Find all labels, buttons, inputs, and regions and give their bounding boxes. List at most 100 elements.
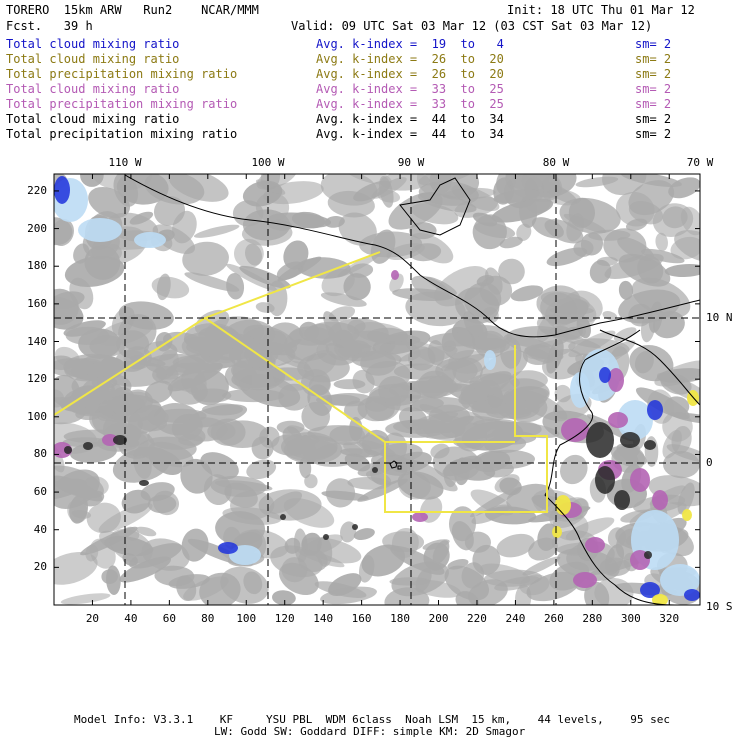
cloud-patch [410, 232, 454, 264]
cloud-patch [484, 395, 527, 411]
x-tick-label: 140 [313, 612, 334, 625]
convective-core [620, 432, 640, 448]
cloud-patch [83, 476, 109, 496]
cloud-patch [483, 461, 514, 478]
cloud-patch [522, 344, 554, 365]
cloud-patch [677, 482, 695, 515]
latitude-label: 10 S [706, 600, 733, 613]
cloud-patch [343, 174, 392, 185]
x-tick-label: 180 [390, 612, 410, 625]
x-tick-label: 260 [543, 612, 564, 625]
legend-k-index: Avg. k-index = 26 to 20 [316, 67, 504, 81]
x-tick-label: 80 [201, 612, 215, 625]
cloud-patch [320, 586, 377, 605]
cloud-patch [278, 383, 311, 411]
cloud-patch [255, 179, 286, 195]
cloud-patch [88, 186, 131, 219]
cloud-patch [210, 475, 267, 498]
cloud-patch [357, 478, 409, 502]
cloud-patch [618, 253, 671, 287]
cloud-patch [298, 548, 328, 572]
cloud-patch [435, 358, 478, 383]
longitude-label: 90 W [397, 156, 425, 169]
legend-k-index: Avg. k-index = 44 to 34 [316, 112, 504, 126]
cloud-patch [493, 189, 540, 204]
legend-k-index: Avg. k-index = 19 to 4 [316, 37, 504, 51]
cloud-blue-patch [647, 400, 663, 420]
cloud-patch [516, 223, 532, 241]
cloud-patch [333, 379, 366, 390]
valid-time: Valid: 09 UTC Sat 03 Mar 12 (03 CST Sat … [291, 19, 653, 33]
cloud-patch [602, 174, 647, 196]
latitude-label: 0 [706, 456, 713, 469]
legend-field-name: Total precipitation mixing ratio [6, 127, 238, 141]
cloud-patch [389, 380, 446, 399]
cloud-patch [641, 248, 685, 264]
cloud-patch [596, 256, 618, 267]
cloud-patch [434, 266, 489, 307]
convective-core [586, 422, 614, 458]
cloud-patch [551, 530, 598, 556]
y-tick-label: 40 [33, 522, 47, 536]
cloud-patch [353, 528, 375, 541]
cloud-patch [522, 556, 561, 576]
cloud-purple-patch [573, 572, 597, 588]
legend-field-name: Total cloud mixing ratio [6, 37, 180, 51]
convective-core [352, 524, 358, 530]
cloud-patch [156, 273, 171, 301]
cloud-patch [255, 302, 275, 313]
cloud-patch [655, 232, 668, 252]
legend-field-name: Total cloud mixing ratio [6, 52, 180, 66]
coastline [544, 329, 676, 605]
cloud-patch [234, 238, 264, 269]
cloud-patch [560, 454, 588, 485]
cloud-patch [554, 384, 572, 403]
coastline [124, 174, 700, 338]
x-tick-label: 60 [162, 612, 176, 625]
cloud-patch [80, 174, 104, 187]
cloud-patch [588, 229, 631, 241]
cloud-patch [344, 453, 371, 472]
x-tick-label: 20 [85, 612, 100, 625]
cloud-yellow-patch [652, 594, 668, 605]
header-title: TORERO 15km ARW Run2 NCAR/MMM [6, 3, 259, 17]
cloud-patch [418, 174, 475, 186]
cloud-purple-patch [585, 537, 605, 553]
cloud-patch [389, 577, 430, 586]
legend-row: Total cloud mixing ratio Avg. k-index = 2… [6, 52, 726, 67]
cloud-patch [662, 411, 693, 442]
y-tick-label: 120 [27, 372, 47, 386]
legend-row: Total cloud mixing ratio Avg. k-index = 4… [6, 112, 726, 127]
cloud-patch [505, 174, 551, 190]
convective-core [644, 551, 652, 559]
cloud-patch [404, 459, 458, 492]
cloud-patch [193, 388, 232, 403]
cloud-patch [338, 212, 377, 246]
legend-smoothing: sm= 2 [635, 67, 672, 81]
cloud-patch [153, 196, 186, 226]
cloud-patch [121, 489, 151, 514]
longitude-label: 70 W [686, 156, 714, 169]
forecast-hour: Fcst. 39 h [6, 19, 93, 33]
legend-row: Total cloud mixing ratio Avg. k-index = 1… [6, 37, 726, 52]
coastline [399, 177, 471, 236]
cloud-patch [361, 544, 406, 577]
convective-core [595, 466, 615, 494]
cloud-yellow-patch [682, 509, 692, 521]
cloud-purple-patch [608, 412, 628, 428]
legend-k-index: Avg. k-index = 44 to 34 [316, 127, 504, 141]
cloud-patch [251, 436, 274, 460]
cloud-light-blue-patch [78, 218, 122, 242]
cloud-patch [473, 418, 518, 430]
cloud-patch [184, 272, 240, 292]
cloud-patch [510, 285, 544, 302]
y-tick-label: 200 [27, 221, 47, 235]
x-tick-label: 300 [620, 612, 641, 625]
cloud-patch [360, 350, 397, 376]
plot-frame [53, 173, 701, 606]
cloud-patch [370, 229, 396, 264]
cloud-patch [136, 526, 157, 537]
cloud-blue-patch [599, 367, 611, 383]
cloud-patch [301, 401, 331, 432]
legend-smoothing: sm= 2 [635, 112, 672, 126]
